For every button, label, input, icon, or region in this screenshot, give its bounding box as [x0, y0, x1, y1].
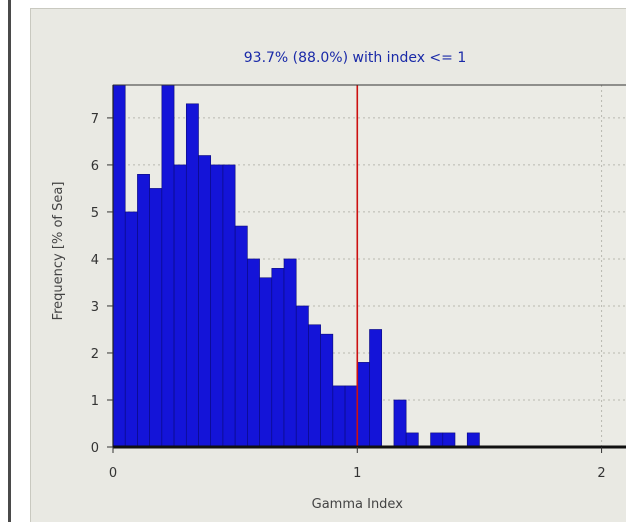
histogram-bar — [295, 305, 309, 448]
histogram-bar — [149, 188, 163, 448]
x-tick-labels: 0 1 2 — [109, 447, 606, 481]
chart-title: 93.7% (88.0%) with index <= 1 — [244, 50, 467, 66]
histogram-bar — [466, 432, 480, 448]
x-axis-label: Gamma Index — [312, 497, 404, 512]
histogram-bar — [369, 329, 383, 448]
y-tick-label: 4 — [91, 253, 99, 268]
histogram-bar — [405, 432, 419, 448]
histogram-bar — [393, 399, 407, 448]
y-tick-label: 0 — [91, 441, 99, 456]
x-tick-label: 2 — [597, 466, 605, 481]
y-tick-label: 3 — [91, 300, 99, 315]
histogram-bar — [112, 84, 126, 448]
histogram-bar — [259, 277, 273, 448]
y-tick-label: 7 — [91, 112, 99, 127]
histogram-bars — [112, 84, 480, 448]
y-tick-labels: 0 1 2 3 4 5 6 7 — [91, 112, 113, 456]
histogram-bar — [247, 258, 260, 448]
histogram-bar — [308, 324, 321, 448]
histogram-bar — [430, 432, 444, 448]
histogram-bar — [271, 268, 285, 448]
y-tick-label: 1 — [91, 394, 99, 409]
histogram-bar — [173, 164, 187, 448]
panel-divider — [8, 0, 11, 522]
histogram-bar — [210, 164, 224, 448]
histogram-bar — [137, 174, 150, 448]
histogram-bar — [320, 333, 334, 448]
histogram-bar — [344, 385, 358, 448]
plot-axes — [112, 84, 626, 449]
y-tick-label: 5 — [91, 206, 99, 221]
histogram-bar — [356, 362, 370, 448]
y-tick-label: 2 — [91, 347, 99, 362]
histogram-bar — [222, 164, 236, 448]
histogram-bar — [124, 211, 138, 448]
x-tick-label: 0 — [109, 466, 117, 481]
histogram-bar — [185, 103, 199, 448]
histogram-bar — [332, 385, 346, 448]
histogram-bar — [161, 84, 175, 448]
histogram-bar — [442, 432, 456, 448]
x-tick-label: 1 — [353, 466, 361, 481]
histogram-bar — [234, 225, 248, 448]
y-axis-label: Frequency [% of Sea] — [51, 182, 66, 321]
y-tick-label: 6 — [91, 159, 99, 174]
histogram-bar — [198, 155, 212, 448]
histogram-bar — [283, 258, 297, 448]
